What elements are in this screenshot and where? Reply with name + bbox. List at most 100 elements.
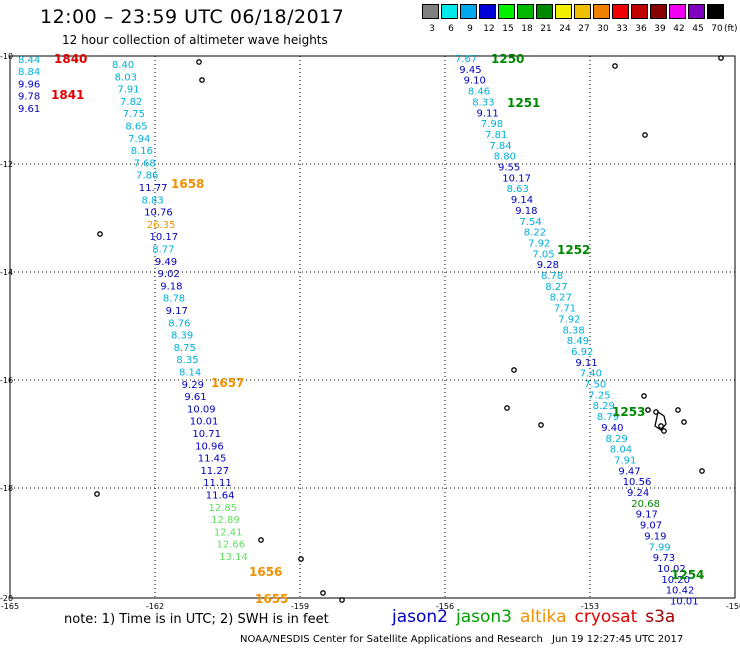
wave-height-value: 9.61 (18, 104, 40, 115)
color-swatch (498, 4, 515, 19)
color-swatch-label: 36 (635, 24, 647, 34)
wave-height-value: 8.49 (567, 336, 589, 347)
wave-height-value: 10.17 (502, 173, 531, 184)
legend-s3a: s3a (645, 607, 676, 627)
color-swatch-label: 42 (673, 24, 685, 34)
satellite-legend: jason2 jason3 altika cryosat s3a (392, 607, 683, 627)
pass-time-label: 1657 (211, 376, 244, 390)
wave-height-value: 7.75 (123, 109, 145, 120)
longitude-label: -159 (291, 602, 309, 611)
wave-height-value: 10.42 (666, 586, 695, 597)
wave-height-value: 10.01 (190, 417, 219, 428)
credit-line: NOAA/NESDIS Center for Satellite Applica… (240, 634, 543, 645)
island-outline (94, 491, 100, 497)
wave-height-value: 9.45 (459, 65, 481, 76)
wave-height-value: 8.44 (18, 55, 40, 66)
wave-height-value: 8.83 (141, 195, 163, 206)
wave-height-value: 20.68 (631, 499, 660, 510)
color-swatch-label: 33 (616, 24, 628, 34)
wave-height-value: 8.79 (597, 412, 619, 423)
island-outline (699, 468, 705, 474)
pass-time-label: 1253 (612, 405, 645, 419)
latitude-label: -14 (0, 268, 13, 277)
color-swatch (479, 4, 496, 19)
latitude-label: -16 (0, 376, 13, 385)
color-swatch-label: 18 (521, 24, 533, 34)
wave-height-value: 8.78 (541, 271, 563, 282)
wave-height-value: 8.04 (610, 445, 632, 456)
island-outline (320, 590, 326, 596)
longitude-label: -150 (726, 602, 740, 611)
color-swatch (517, 4, 534, 19)
time-labels: 1840 1841 1658 1657 1656 1655 1250 1251 1252 1253… (51, 52, 704, 606)
footnote: note: 1) Time is in UTC; 2) SWH is in fe… (64, 612, 329, 627)
color-swatch-label: 21 (540, 24, 552, 34)
island-outlines (94, 55, 724, 603)
wave-height-value: 8.14 (179, 368, 201, 379)
chart-title: 12:00 – 23:59 UTC 06/18/2017 (40, 6, 345, 28)
wave-height-value: 9.78 (18, 92, 40, 103)
color-swatch (555, 4, 572, 19)
wave-height-value: 9.07 (640, 521, 662, 532)
wave-height-value: 7.86 (136, 171, 158, 182)
wave-height-value: 9.29 (182, 380, 204, 391)
legend-jason2: jason2 (392, 607, 448, 627)
wave-height-value: 7.67 (455, 54, 477, 65)
color-swatch (593, 4, 610, 19)
wave-height-value: 8.78 (163, 294, 185, 305)
pass-time-label: 1250 (491, 52, 524, 66)
wave-height-value: 11.45 (198, 454, 227, 465)
wave-height-value: 7.91 (117, 85, 139, 96)
color-swatch-label: 9 (467, 24, 473, 34)
longitude-label: -153 (581, 602, 599, 611)
wave-height-value: 8.38 (563, 325, 585, 336)
island-outline (658, 423, 664, 429)
wave-height-value: 7.25 (588, 390, 610, 401)
wave-height-value: 10.01 (670, 597, 699, 608)
island-outline (298, 556, 304, 562)
island-outline (612, 63, 618, 69)
map-frame (9, 55, 736, 599)
wave-height-value: 11.27 (200, 466, 229, 477)
latitude-label: -10 (0, 52, 13, 61)
wave-height-value: 8.33 (472, 97, 494, 108)
wave-height-value: 9.47 (618, 466, 640, 477)
wave-height-value: 26.35 (147, 220, 176, 231)
wave-height-value: 7.68 (133, 158, 155, 169)
generated-timestamp: Jun 19 12:27:45 UTC 2017 (552, 634, 684, 645)
color-swatch (460, 4, 477, 19)
color-swatch-label: 45 (692, 24, 704, 34)
wave-height-value: 7.92 (528, 238, 550, 249)
wave-height-value: 7.71 (554, 304, 576, 315)
wave-height-value: 10.17 (150, 232, 179, 243)
island-outline (645, 407, 651, 413)
island-outline (196, 59, 202, 65)
wave-height-value: 6.92 (571, 347, 593, 358)
wave-height-value: 8.29 (593, 401, 615, 412)
wave-height-value: 9.18 (515, 206, 537, 217)
pass-time-label: 1656 (249, 565, 282, 579)
longitude-label: -156 (436, 602, 454, 611)
color-swatch (574, 4, 591, 19)
latitude-label: -12 (0, 160, 13, 169)
wave-height-value: 7.84 (489, 141, 511, 152)
wave-height-value: 8.16 (131, 146, 153, 157)
wave-height-value: 7.94 (128, 134, 150, 145)
wave-height-value: 9.49 (155, 257, 177, 268)
wave-height-value: 7.81 (485, 130, 507, 141)
color-swatch-label: 15 (502, 24, 514, 34)
legend-cryosat: cryosat (574, 607, 638, 627)
color-swatch-label: 27 (578, 24, 590, 34)
color-swatch-label: 12 (483, 24, 495, 34)
color-swatch (422, 4, 439, 19)
wave-height-value: 8.39 (171, 331, 193, 342)
pass-time-label: 1251 (507, 96, 540, 110)
wave-height-value: 8.29 (606, 434, 628, 445)
wave-height-value: 8.63 (507, 184, 529, 195)
wave-height-value: 12.41 (214, 527, 243, 538)
wave-height-value: 10.71 (192, 429, 221, 440)
wave-height-value: 7.92 (558, 314, 580, 325)
wave-height-value: 9.18 (160, 281, 182, 292)
wave-height-value: 9.02 (158, 269, 180, 280)
wave-height-value: 9.11 (477, 108, 499, 119)
